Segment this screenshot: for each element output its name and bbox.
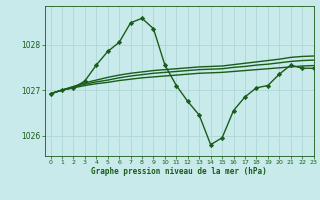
X-axis label: Graphe pression niveau de la mer (hPa): Graphe pression niveau de la mer (hPa) [91,167,267,176]
